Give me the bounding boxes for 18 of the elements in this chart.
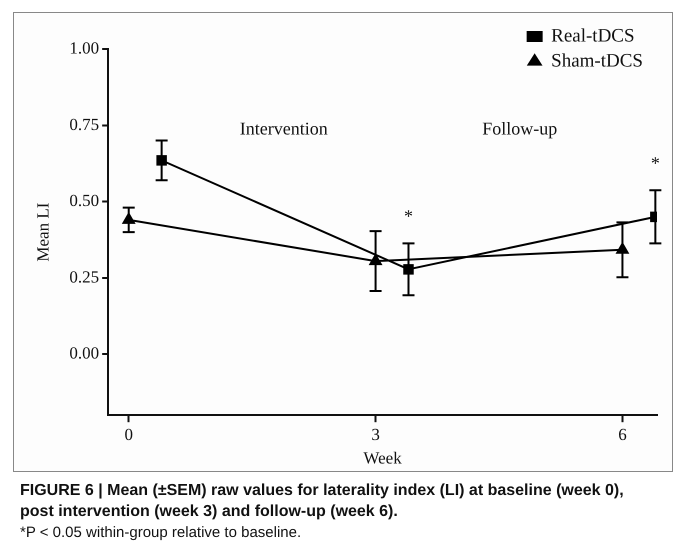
x-axis-title: Week <box>363 448 402 468</box>
x-tick-label: 3 <box>371 424 380 444</box>
annotation: * <box>650 153 660 174</box>
annotation: Intervention <box>240 118 328 138</box>
text: *P < 0.05 within-group relative to baseline. <box>20 523 302 543</box>
x-tick-label: 0 <box>124 424 133 444</box>
y-tick-label: 0.50 <box>69 191 100 210</box>
y-axis-title: Mean LI <box>34 202 53 262</box>
y-tick-label: 0.75 <box>69 114 100 134</box>
text: FIGURE 6 | Mean (±SEM) raw values for laterality index (LI) at baseline (week 0), post intervention (week 3) and follow-up (week 6). <box>20 482 624 520</box>
y-tick-label: 0.00 <box>69 344 100 363</box>
y-tick-label: 1.00 <box>69 38 100 58</box>
legend-label: Sham-tDCS <box>551 50 644 72</box>
annotation: Follow-up <box>482 118 558 138</box>
y-tick-label: 0.25 <box>69 267 100 286</box>
x-tick-label: 6 <box>618 424 627 444</box>
annotation: * <box>404 206 413 226</box>
legend-label: Real-tDCS <box>551 25 635 46</box>
